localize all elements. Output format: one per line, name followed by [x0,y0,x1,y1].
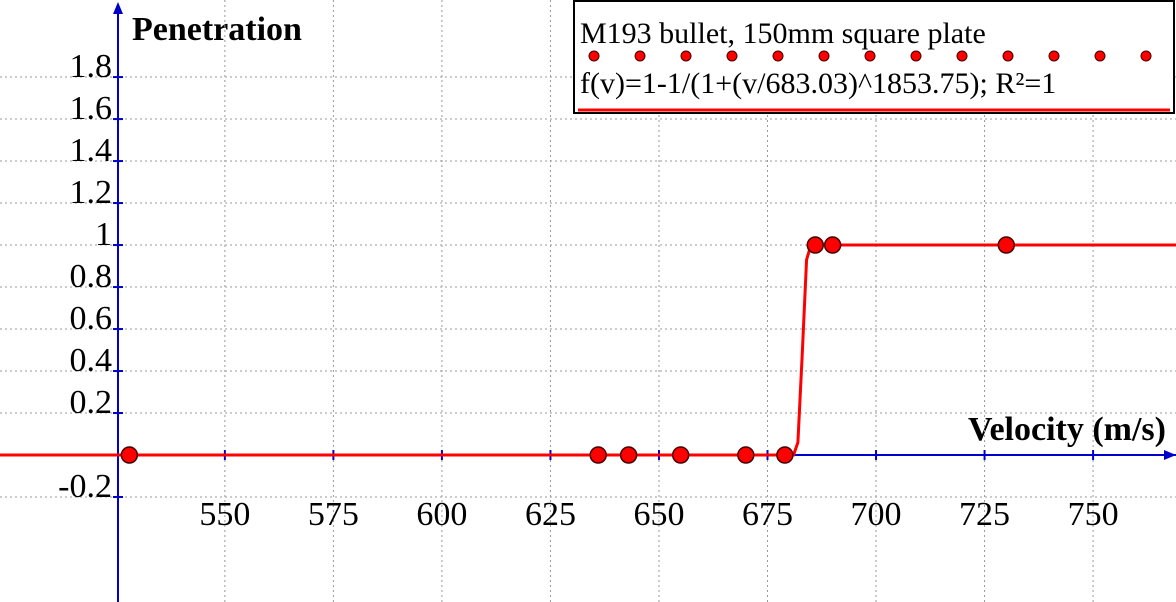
y-tick-label: -0.2 [58,468,112,505]
data-point [589,446,607,464]
legend-label: f(v)=1-1/(1+(v/683.03)^1853.75); R²=1 [580,67,1056,100]
data-point [997,236,1016,254]
y-tick-label: 0.2 [70,384,113,421]
data-point [823,236,842,254]
y-axis-arrow [113,2,123,14]
y-tick-label: 1.8 [70,48,113,85]
x-tick-label: 575 [308,496,359,533]
legend-marker [1002,50,1014,62]
legend-marker [634,50,646,62]
y-tick-label: 1 [95,216,112,253]
legend-marker [956,50,968,62]
y-tick-label: 0.4 [70,342,113,379]
legend-marker [726,50,738,62]
legend-marker [772,50,784,62]
x-tick-label: 750 [1068,496,1119,533]
legend-marker [588,50,600,62]
legend-marker [1094,50,1106,62]
data-point [619,446,638,464]
data-point [120,446,139,464]
x-tick-label: 675 [742,496,793,533]
data-point [737,446,755,464]
x-tick-label: 600 [416,496,467,533]
legend-marker [818,50,830,62]
legend-label: M193 bullet, 150mm square plate [580,17,986,50]
y-tick-label: 0.6 [70,300,113,337]
y-tick-label: 0.8 [70,258,113,295]
x-axis-label: Velocity (m/s) [968,411,1166,448]
legend-marker [680,50,692,62]
legend-marker [910,50,922,62]
legend-marker [864,50,876,62]
y-axis-label: Penetration [132,11,302,48]
x-tick-label: 625 [525,496,576,533]
x-tick-label: 700 [851,496,902,533]
y-tick-label: 1.6 [70,90,113,127]
x-tick-label: 550 [199,496,250,533]
legend-marker [1140,50,1152,62]
data-point [776,446,794,464]
y-tick-label: 1.2 [70,174,113,211]
x-axis-arrow [1164,450,1176,461]
data-point [671,446,690,464]
y-tick-label: 1.4 [70,132,113,169]
x-tick-label: 725 [959,496,1010,533]
data-point [806,236,825,254]
x-tick-label: 650 [633,496,684,533]
legend-marker [1048,50,1060,62]
